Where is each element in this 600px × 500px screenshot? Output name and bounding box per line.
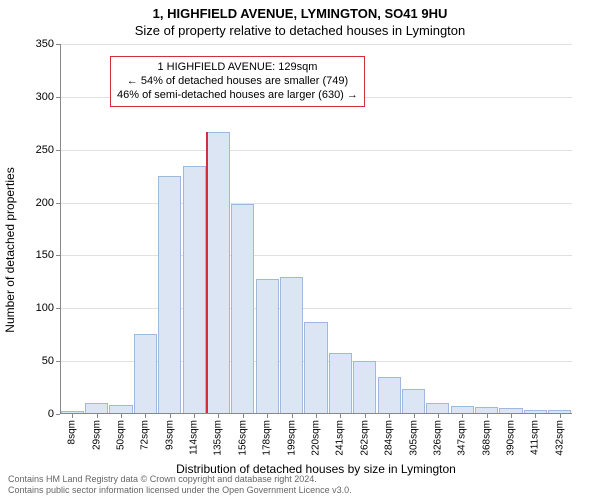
xtick-mark: [243, 414, 244, 418]
xtick-label: 50sqm: [115, 420, 126, 450]
histogram-bar: [353, 361, 376, 414]
histogram-bar: [183, 166, 206, 414]
xtick-label: 284sqm: [384, 420, 395, 456]
ytick-label: 250: [36, 144, 54, 156]
histogram-bar: [402, 389, 425, 414]
xtick-label: 114sqm: [189, 420, 200, 455]
ytick-label: 150: [36, 249, 54, 261]
xtick-label: 220sqm: [311, 420, 322, 456]
ytick-label: 0: [48, 408, 54, 420]
xtick-mark: [340, 414, 341, 418]
gridline: [60, 203, 572, 204]
ytick-mark: [56, 414, 60, 415]
xtick-mark: [72, 414, 73, 418]
xtick-label: 199sqm: [286, 420, 297, 456]
chart-title: 1, HIGHFIELD AVENUE, LYMINGTON, SO41 9HU: [0, 0, 600, 21]
histogram-bar: [256, 279, 279, 414]
histogram-bar: [207, 132, 230, 414]
xtick-label: 305sqm: [408, 420, 419, 456]
histogram-bar: [329, 353, 352, 414]
histogram-bar: [280, 277, 303, 414]
xtick-mark: [535, 414, 536, 418]
histogram-bar: [158, 176, 181, 414]
attribution-line-1: Contains HM Land Registry data © Crown c…: [8, 474, 352, 485]
xtick-mark: [292, 414, 293, 418]
ytick-label: 100: [36, 302, 54, 314]
annotation-line-2: ← 54% of detached houses are smaller (74…: [117, 75, 358, 89]
attribution-line-2: Contains public sector information licen…: [8, 485, 352, 496]
xtick-label: 156sqm: [237, 420, 248, 456]
xtick-label: 411sqm: [530, 420, 541, 455]
gridline: [60, 308, 572, 309]
chart-subtitle: Size of property relative to detached ho…: [0, 21, 600, 38]
chart-area: 0501001502002503003508sqm29sqm50sqm72sqm…: [60, 44, 572, 414]
attribution: Contains HM Land Registry data © Crown c…: [8, 474, 352, 496]
xtick-label: 178sqm: [262, 420, 273, 456]
xtick-label: 390sqm: [506, 420, 517, 456]
gridline: [60, 255, 572, 256]
xtick-mark: [267, 414, 268, 418]
xtick-label: 262sqm: [359, 420, 370, 456]
y-axis-label: Number of detached properties: [3, 85, 17, 250]
highlight-marker: [206, 132, 208, 414]
xtick-mark: [511, 414, 512, 418]
xtick-mark: [487, 414, 488, 418]
histogram-bar: [134, 334, 157, 414]
xtick-mark: [218, 414, 219, 418]
xtick-mark: [414, 414, 415, 418]
xtick-mark: [97, 414, 98, 418]
annotation-line-1: 1 HIGHFIELD AVENUE: 129sqm: [117, 61, 358, 75]
ytick-label: 300: [36, 91, 54, 103]
y-axis: [60, 44, 61, 414]
xtick-mark: [170, 414, 171, 418]
x-axis: [60, 413, 572, 414]
xtick-mark: [389, 414, 390, 418]
xtick-mark: [121, 414, 122, 418]
xtick-mark: [560, 414, 561, 418]
xtick-label: 8sqm: [67, 420, 78, 444]
xtick-label: 72sqm: [140, 420, 151, 450]
annotation-box: 1 HIGHFIELD AVENUE: 129sqm ← 54% of deta…: [110, 56, 365, 107]
ytick-label: 350: [36, 38, 54, 50]
xtick-label: 135sqm: [213, 420, 224, 456]
xtick-mark: [365, 414, 366, 418]
xtick-mark: [438, 414, 439, 418]
histogram-bar: [231, 204, 254, 414]
xtick-mark: [194, 414, 195, 418]
xtick-label: 368sqm: [481, 420, 492, 456]
histogram-bar: [304, 322, 327, 414]
xtick-label: 241sqm: [335, 420, 346, 456]
ytick-label: 200: [36, 197, 54, 209]
histogram-bar: [378, 377, 401, 414]
gridline: [60, 150, 572, 151]
xtick-label: 326sqm: [432, 420, 443, 456]
ytick-label: 50: [42, 355, 54, 367]
gridline: [60, 44, 572, 45]
xtick-mark: [316, 414, 317, 418]
xtick-label: 432sqm: [554, 420, 565, 456]
annotation-line-3: 46% of semi-detached houses are larger (…: [117, 89, 358, 103]
xtick-mark: [462, 414, 463, 418]
xtick-label: 347sqm: [457, 420, 468, 456]
xtick-mark: [145, 414, 146, 418]
xtick-label: 29sqm: [91, 420, 102, 450]
xtick-label: 93sqm: [164, 420, 175, 450]
